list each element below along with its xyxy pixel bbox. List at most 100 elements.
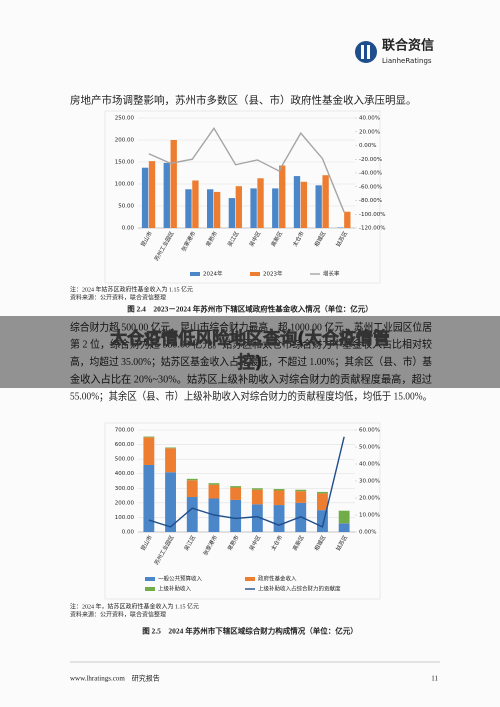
banner-title: 太仓疫情低风险地区查询(太仓疫情管 <box>110 328 390 349</box>
legend-label: 上级补助收入占综合财力的贡献度 <box>258 585 341 593</box>
bar-segment <box>273 489 285 491</box>
legend-swatch <box>190 272 200 276</box>
bar <box>322 175 329 228</box>
y-tick-label: 100.00 <box>115 515 135 521</box>
bar-segment <box>273 505 285 532</box>
y-tick-label: 100.00 <box>115 182 135 188</box>
bar-segment <box>165 447 176 449</box>
bar-segment <box>165 472 176 532</box>
bar <box>192 180 199 228</box>
logo: 联合资信 LianheRatings <box>355 38 434 65</box>
footer-site: www.lhratings.com 研究报告 <box>70 674 160 683</box>
bar <box>337 227 344 228</box>
bar-segment <box>186 480 198 498</box>
paragraph: 综合财力超 500.00 亿元，昆山市综合财力最高，超 1000.00 亿元，苏… <box>70 320 432 402</box>
y-tick-label: 200.00 <box>115 500 135 506</box>
bar-segment <box>317 493 328 511</box>
legend-swatch <box>145 587 155 591</box>
bar-segment <box>251 488 263 490</box>
bar <box>344 211 351 228</box>
line-series <box>148 436 345 528</box>
y-tick-label: 50.00 <box>118 204 134 210</box>
bar-segment <box>186 478 198 481</box>
logo-icon <box>367 45 370 59</box>
legend-label: 上级补助收入 <box>158 585 192 593</box>
y2-tick-label: 20.00% <box>359 129 380 135</box>
y-tick-label: 700.00 <box>115 428 135 434</box>
footer-page: 11 <box>431 675 438 683</box>
bar <box>315 185 322 228</box>
legend-swatch <box>250 272 260 276</box>
y2-tick-label: 30.00% <box>359 479 380 485</box>
charts: 0.00 50.00 100.00 150.00 200.00 250.00 -120.00… <box>70 116 385 636</box>
legend-label: 2024年 <box>203 270 223 278</box>
bar <box>257 178 264 228</box>
y2-tick-label: 40.00% <box>359 462 380 468</box>
y-tick-label: 200.00 <box>115 138 135 144</box>
legend-label: 增长率 <box>323 270 340 278</box>
bar-segment <box>208 483 220 485</box>
y2-tick-label: -20.00% <box>359 157 382 163</box>
legend-swatch <box>145 577 155 581</box>
y-tick-label: 400.00 <box>115 471 135 477</box>
bar-segment <box>295 491 307 503</box>
bar-segment <box>251 504 263 532</box>
bar <box>163 162 170 228</box>
paragraph-line: 第 2 位，综合财力超 580.00 亿元。姑苏区和太仓市综合财力中基金收入占比… <box>70 338 432 351</box>
paragraph-line: 综合财力超 500.00 亿元，昆山市综合财力最高，超 1000.00 亿元，苏… <box>70 320 432 333</box>
y2-tick-label: 0.00% <box>359 530 376 536</box>
chart-frame <box>104 422 381 600</box>
legend-label: 政府性基金收入 <box>258 575 297 583</box>
bar <box>207 189 214 228</box>
bar-segment <box>317 510 328 532</box>
y2-tick-label: 10.00% <box>359 513 380 519</box>
chart-caption: 图 2.5 2024 年苏州市下辖区域综合财力构成情况（单位：亿元） <box>142 626 358 636</box>
y2-tick-label: 50.00% <box>359 445 380 451</box>
bar-segment <box>230 487 242 500</box>
bar-segment <box>230 486 242 488</box>
bar-segment <box>230 499 242 532</box>
y2-tick-label: -80.00% <box>359 198 382 204</box>
y-tick-label: 600.00 <box>115 442 135 448</box>
bar-segment <box>143 436 155 438</box>
y-tick-label: 500.00 <box>115 457 135 463</box>
bar-segment <box>186 497 198 532</box>
chart-frame <box>104 110 381 284</box>
y-tick-label: 0.00 <box>122 530 135 536</box>
bar <box>185 189 192 228</box>
y-tick-label: 300.00 <box>115 486 135 492</box>
paragraph-line: 高，均超过 35.00%；姑苏区基金收入占比最低，不超过 1.00%；其余区（县… <box>70 355 432 368</box>
paragraph-line: 金收入占比在 20%~30%。姑苏区上级补助收入对综合财力的贡献程度最高，超过 <box>70 372 432 385</box>
legend-label: 一般公共预算收入 <box>158 575 203 583</box>
chart-source: 资料来源：公开资料，联合资信整理 <box>70 610 166 618</box>
bar <box>293 176 301 228</box>
bar <box>170 140 177 228</box>
banner-band <box>0 316 500 388</box>
y-tick-label: 0.00 <box>122 226 135 232</box>
bar-segment <box>338 523 350 532</box>
bar <box>213 191 221 228</box>
bar-segment <box>317 491 328 494</box>
brand-en: LianheRatings <box>382 57 432 65</box>
y-tick-label: 250.00 <box>115 116 135 122</box>
y2-tick-label: -40.00% <box>359 171 382 177</box>
bar <box>250 188 257 228</box>
y2-tick-label: -100.00% <box>359 212 385 218</box>
bar-segment <box>143 464 155 532</box>
line-series <box>148 127 345 213</box>
bar <box>300 181 308 228</box>
bar-segment <box>165 448 176 473</box>
logo-icon <box>355 41 377 63</box>
bar-segment <box>251 489 263 505</box>
bar-segment <box>295 489 307 492</box>
chart-source: 资料来源：公开资料，联合资信整理 <box>70 293 166 301</box>
bar-segment <box>273 490 285 506</box>
banner-title: 控) <box>238 352 263 373</box>
chart-caption: 图 2.4 2023－2024 年苏州市下辖区域政府性基金收入情况（单位：亿元） <box>127 304 373 314</box>
bar-segment <box>338 510 350 524</box>
paragraph-line: 55.00%；其余区（县、市）上级补助收入对综合财力的贡献程度均低，均低于 15… <box>70 390 432 403</box>
logo-icon <box>361 45 364 59</box>
chart-note: 注：2024 年姑苏区政府性基金收入为 1.15 亿元 <box>70 285 193 293</box>
